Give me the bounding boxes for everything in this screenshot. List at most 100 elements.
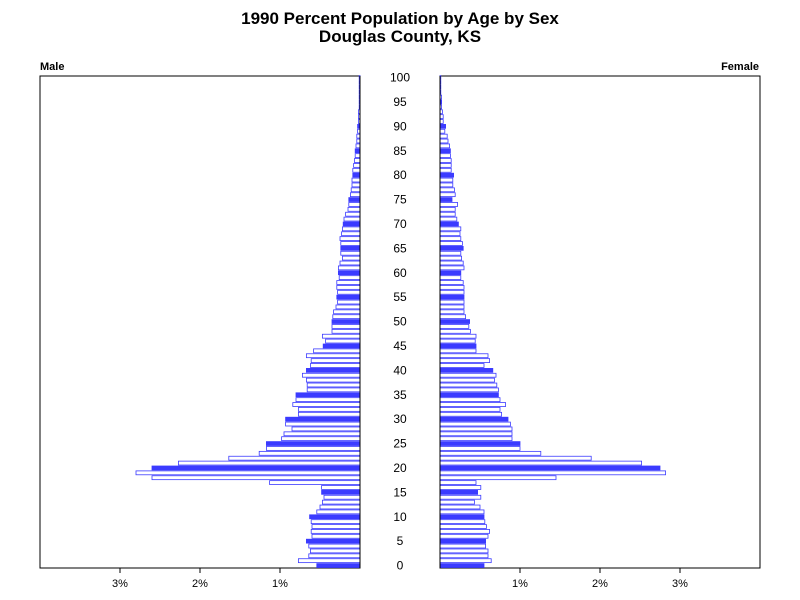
male-bar-age-57 <box>336 285 361 290</box>
female-bar-age-30 <box>439 416 509 422</box>
female-bar-age-34 <box>439 397 501 402</box>
male-bar-age-15 <box>321 490 361 495</box>
female-bar-age-39 <box>439 372 497 378</box>
female-bar-age-88 <box>439 133 448 139</box>
male-bar-age-1 <box>297 558 361 564</box>
female-bar-age-86 <box>439 143 451 149</box>
female-bar-age-15 <box>439 490 478 495</box>
female-bar-age-66 <box>439 241 463 246</box>
female-bar-age-12 <box>439 504 481 510</box>
female-bar-age-76 <box>439 192 456 198</box>
male-bar-age-44 <box>313 348 361 354</box>
female-bar-age-70 <box>439 221 459 227</box>
male-bar-age-61 <box>337 265 361 271</box>
male-bar-age-80 <box>352 172 361 178</box>
female-bar-age-78 <box>439 182 454 188</box>
female-bar-age-44 <box>439 348 477 354</box>
female-bar-age-36 <box>439 387 499 393</box>
age-label-45: 45 <box>393 339 407 353</box>
male-bar-age-74 <box>348 202 361 207</box>
male-bar-age-62 <box>339 260 361 266</box>
female-bar-age-56 <box>439 289 465 295</box>
age-label-25: 25 <box>393 437 407 451</box>
female-bar-age-20 <box>439 465 661 471</box>
female-x-tick-label-1: 1% <box>512 578 528 590</box>
male-bar-age-85 <box>354 148 361 154</box>
male-bar-age-60 <box>337 270 361 276</box>
age-label-20: 20 <box>393 461 407 475</box>
male-bar-age-21 <box>177 460 361 466</box>
female-bar-age-59 <box>439 275 462 280</box>
female-bar-age-26 <box>439 436 513 442</box>
age-label-70: 70 <box>393 217 407 231</box>
male-bar-age-50 <box>331 319 361 324</box>
male-bar-age-43 <box>305 353 361 359</box>
female-bar-age-85 <box>439 148 451 154</box>
age-label-65: 65 <box>393 241 407 255</box>
female-bar-age-28 <box>439 426 513 432</box>
female-bar-age-22 <box>439 455 592 461</box>
male-x-tick-label-1: 1% <box>272 578 288 590</box>
female-bar-age-90 <box>439 124 446 129</box>
male-bar-age-56 <box>337 289 361 295</box>
female-bar-age-68 <box>439 231 461 237</box>
female-bar-age-17 <box>439 480 477 485</box>
male-bars <box>135 75 361 568</box>
female-bar-age-67 <box>439 236 462 241</box>
male-bar-age-32 <box>297 407 361 412</box>
female-bar-age-6 <box>439 533 489 539</box>
female-bar-age-72 <box>439 211 456 217</box>
male-bar-age-68 <box>341 231 361 237</box>
female-bar-age-10 <box>439 514 485 520</box>
female-bar-age-25 <box>439 441 521 446</box>
female-bar-age-61 <box>439 265 465 271</box>
male-bar-age-49 <box>331 324 361 329</box>
female-bar-age-19 <box>439 470 667 476</box>
male-bar-age-28 <box>291 426 361 432</box>
female-bar-age-11 <box>439 509 485 515</box>
male-bar-age-48 <box>331 328 361 334</box>
male-bar-age-13 <box>321 499 361 505</box>
female-bar-age-14 <box>439 494 482 500</box>
male-bar-age-40 <box>305 368 361 373</box>
male-bar-age-12 <box>319 504 361 510</box>
female-bar-age-23 <box>439 450 542 456</box>
male-x-tick-label-3: 3% <box>112 578 128 590</box>
female-bar-age-9 <box>439 519 486 524</box>
female-bar-age-77 <box>439 187 455 193</box>
female-bar-age-37 <box>439 382 498 388</box>
female-bar-age-84 <box>439 153 451 158</box>
male-bar-age-30 <box>285 416 361 422</box>
male-bar-age-16 <box>321 485 361 490</box>
male-bar-age-35 <box>295 392 361 398</box>
female-bar-age-45 <box>439 343 477 349</box>
male-bar-age-19 <box>135 470 361 476</box>
female-bar-age-69 <box>439 226 462 232</box>
male-panel-label: Male <box>40 61 65 73</box>
female-bar-age-1 <box>439 558 492 564</box>
male-bar-age-81 <box>352 167 361 173</box>
female-x-tick-label-3: 3% <box>672 578 688 590</box>
male-bar-age-71 <box>343 216 361 222</box>
male-bar-age-36 <box>306 387 361 393</box>
female-bar-age-13 <box>439 499 475 505</box>
female-bar-age-53 <box>439 304 465 310</box>
male-bar-age-86 <box>355 143 361 149</box>
female-bar-age-58 <box>439 280 464 285</box>
male-bar-age-51 <box>332 314 361 320</box>
age-label-95: 95 <box>393 95 407 109</box>
male-bar-age-4 <box>308 543 361 549</box>
female-bar-age-60 <box>439 270 462 276</box>
age-label-85: 85 <box>393 144 407 158</box>
female-bar-age-48 <box>439 328 471 334</box>
female-bar-age-32 <box>439 407 501 412</box>
female-bar-age-75 <box>439 197 453 202</box>
male-bar-age-38 <box>305 377 361 383</box>
female-bars <box>439 75 667 568</box>
male-bar-age-0 <box>316 563 361 568</box>
female-bar-age-27 <box>439 431 513 437</box>
chart-title: 1990 Percent Population by Age by Sex <box>241 9 559 28</box>
female-bar-age-35 <box>439 392 499 398</box>
male-bar-age-59 <box>338 275 361 280</box>
